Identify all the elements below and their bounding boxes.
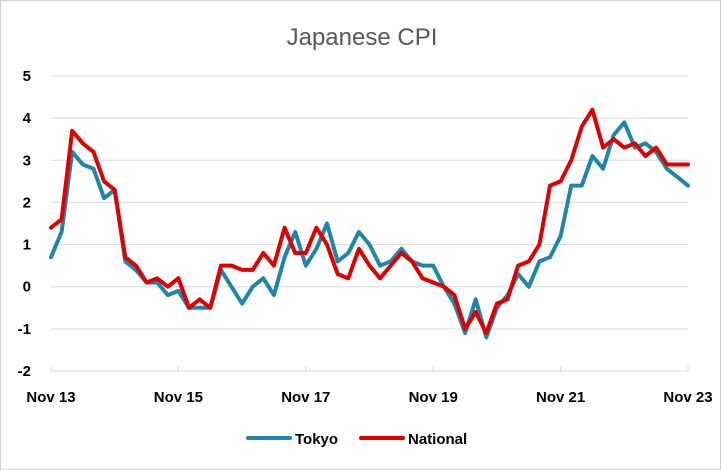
x-tick-label: Nov 21: [536, 389, 585, 406]
y-axis-ticks: 5 4 3 2 1 0 -1 -2: [18, 68, 32, 380]
x-tick-label: Nov 19: [409, 389, 458, 406]
y-tick-label: 2: [23, 194, 31, 211]
x-tick-label: Nov 13: [26, 389, 75, 406]
legend-label-tokyo: Tokyo: [295, 431, 338, 448]
x-tick-label: Nov 23: [663, 389, 712, 406]
x-tick-label: Nov 15: [154, 389, 203, 406]
y-tick-label: 0: [23, 279, 31, 296]
y-tick-label: 5: [23, 68, 31, 85]
y-tick-label: 3: [23, 152, 31, 169]
legend: Tokyo National: [246, 431, 467, 448]
y-tick-label: 1: [23, 237, 31, 254]
chart-title: Japanese CPI: [287, 24, 438, 51]
legend-label-national: National: [408, 431, 467, 448]
x-tick-label: Nov 17: [281, 389, 330, 406]
series-lines: [49, 107, 690, 340]
x-axis-ticks: Nov 13 Nov 15 Nov 17 Nov 19 Nov 21 Nov 23: [26, 366, 713, 406]
gridlines: [51, 75, 688, 372]
series-line-national: [49, 107, 690, 336]
y-tick-label: -2: [18, 363, 31, 380]
y-tick-label: 4: [23, 110, 32, 127]
series-line-tokyo: [49, 120, 690, 340]
y-tick-label: -1: [18, 321, 31, 338]
